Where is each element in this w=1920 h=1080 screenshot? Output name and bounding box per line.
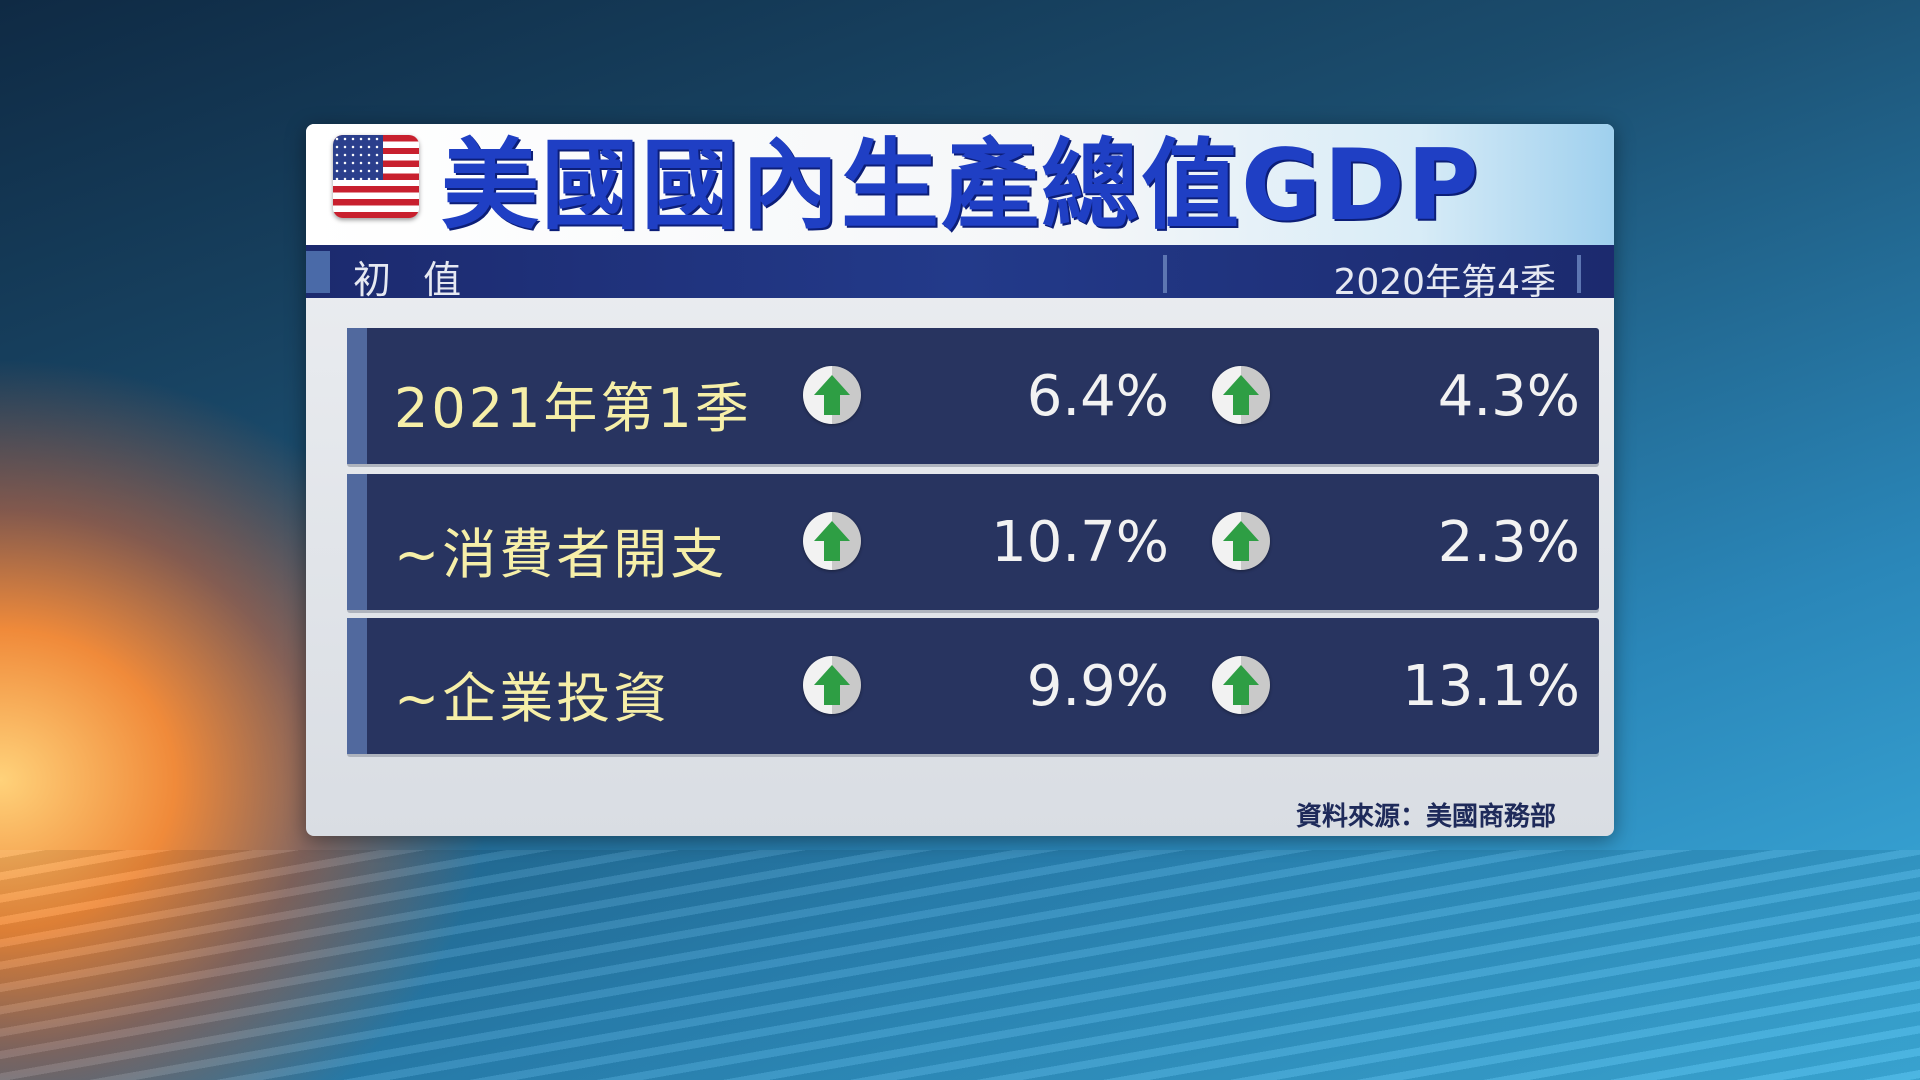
table-row: 2021年第1季 6.4% 4.3%: [347, 328, 1599, 464]
source-note: 資料來源：美國商務部: [1295, 802, 1556, 832]
row-value-1: 6.4%: [1026, 364, 1169, 429]
row-label: ~企業投資: [394, 667, 671, 730]
up-arrow-icon: [803, 512, 861, 570]
subheader-right: 2020年第4季: [1333, 262, 1556, 303]
row-value-2: 2.3%: [1437, 510, 1580, 575]
background-floor: [0, 850, 1920, 1080]
us-flag-icon: [333, 135, 419, 218]
row-value-2: 4.3%: [1437, 364, 1580, 429]
subheader-bar: 初 值 2020年第4季: [306, 245, 1614, 303]
divider: [1577, 255, 1581, 293]
up-arrow-icon: [1212, 366, 1270, 424]
gdp-panel: 美國國內生產總值GDP 初 值 2020年第4季 2021年第1季 6.4% 4…: [306, 124, 1614, 836]
subheader-left: 初 值: [353, 258, 472, 302]
up-arrow-icon: [1212, 512, 1270, 570]
up-arrow-icon: [1212, 656, 1270, 714]
title-bar: 美國國內生產總值GDP: [306, 124, 1614, 245]
row-value-2: 13.1%: [1402, 654, 1580, 719]
table-row: ~消費者開支 10.7% 2.3%: [347, 474, 1599, 610]
up-arrow-icon: [803, 366, 861, 424]
page-title: 美國國內生產總值GDP: [441, 129, 1481, 243]
divider: [1163, 255, 1167, 293]
row-value-1: 9.9%: [1026, 654, 1169, 719]
table-row: ~企業投資 9.9% 13.1%: [347, 618, 1599, 754]
row-value-1: 10.7%: [991, 510, 1169, 575]
row-label: 2021年第1季: [394, 377, 752, 440]
row-label: ~消費者開支: [394, 523, 728, 586]
up-arrow-icon: [803, 656, 861, 714]
subheader-accent: [306, 251, 330, 293]
